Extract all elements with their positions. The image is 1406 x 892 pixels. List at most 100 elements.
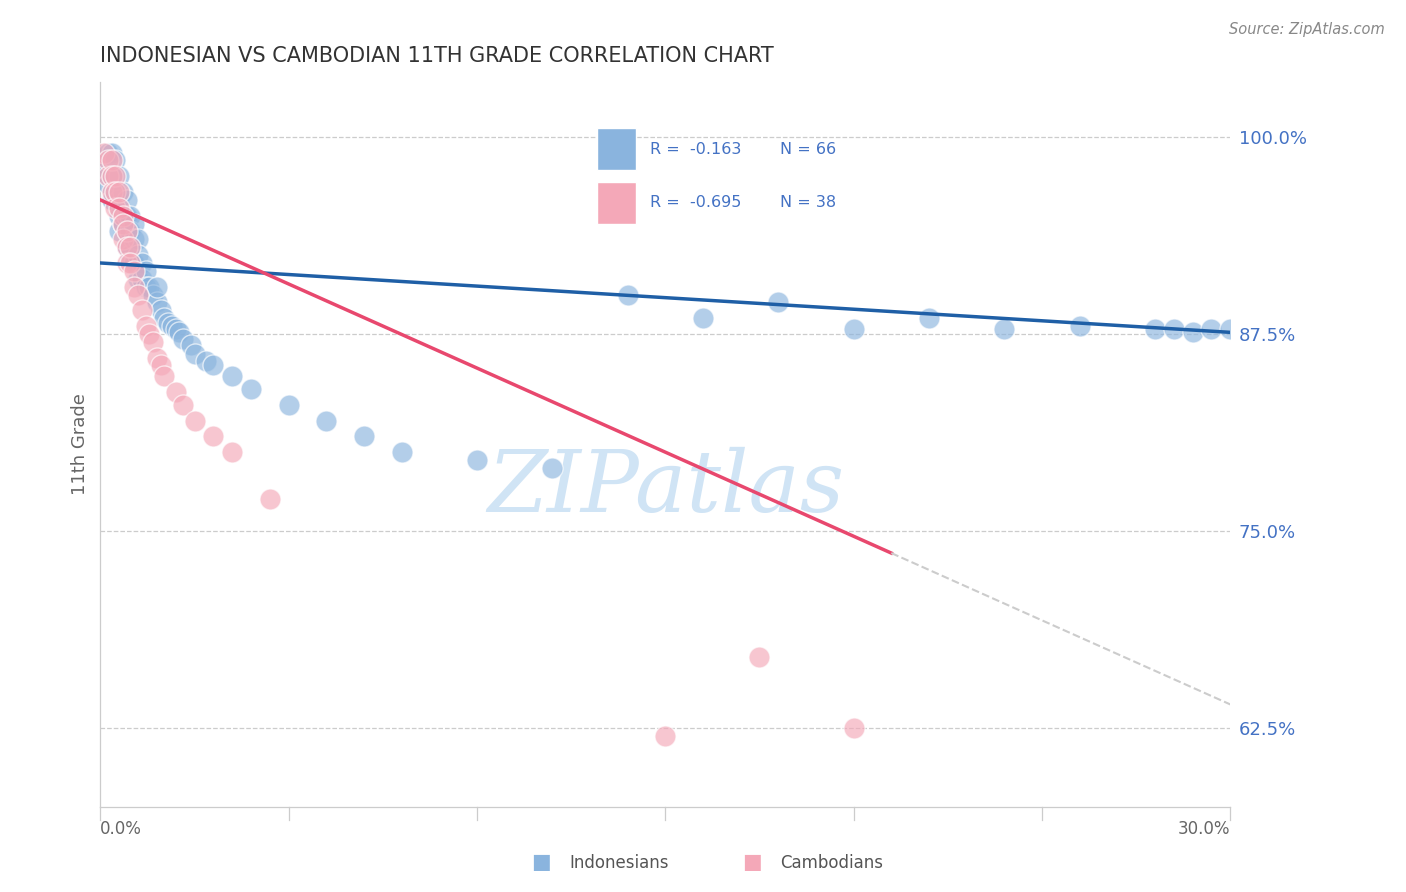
- Point: [768, 295, 790, 310]
- Point: [149, 359, 172, 373]
- Point: [1163, 322, 1185, 336]
- Point: [108, 224, 131, 238]
- Point: [131, 256, 153, 270]
- Point: [149, 303, 172, 318]
- Point: [104, 185, 127, 199]
- Point: [221, 445, 243, 459]
- Point: [111, 217, 134, 231]
- Point: [100, 193, 122, 207]
- Point: [918, 311, 941, 326]
- Point: [157, 316, 180, 330]
- Point: [153, 369, 176, 384]
- Point: [108, 185, 131, 199]
- Point: [135, 279, 157, 293]
- Point: [165, 385, 187, 400]
- Point: [120, 209, 142, 223]
- Point: [111, 232, 134, 246]
- Point: [122, 264, 145, 278]
- Point: [115, 224, 138, 238]
- Point: [146, 351, 169, 365]
- Point: [172, 332, 194, 346]
- Point: [127, 232, 149, 246]
- Point: [465, 453, 488, 467]
- Point: [353, 429, 375, 443]
- Point: [138, 279, 160, 293]
- Point: [1069, 319, 1091, 334]
- Point: [616, 287, 638, 301]
- Text: INDONESIAN VS CAMBODIAN 11TH GRADE CORRELATION CHART: INDONESIAN VS CAMBODIAN 11TH GRADE CORRE…: [100, 46, 775, 66]
- Point: [97, 153, 120, 168]
- Text: 0.0%: 0.0%: [100, 820, 142, 838]
- Point: [100, 153, 122, 168]
- Point: [842, 721, 865, 735]
- Point: [183, 347, 205, 361]
- Point: [172, 398, 194, 412]
- Point: [1201, 322, 1223, 336]
- Point: [153, 311, 176, 326]
- Point: [202, 359, 225, 373]
- Point: [180, 338, 202, 352]
- Y-axis label: 11th Grade: 11th Grade: [72, 393, 89, 495]
- Point: [142, 334, 165, 349]
- Point: [277, 398, 299, 412]
- Point: [194, 353, 217, 368]
- Point: [120, 224, 142, 238]
- Point: [391, 445, 413, 459]
- Point: [115, 193, 138, 207]
- Point: [654, 729, 676, 743]
- Point: [93, 145, 115, 160]
- Point: [541, 461, 564, 475]
- Point: [1143, 322, 1166, 336]
- Point: [169, 326, 191, 340]
- Point: [221, 369, 243, 384]
- Point: [100, 169, 122, 184]
- Point: [120, 248, 142, 262]
- Point: [122, 256, 145, 270]
- Point: [104, 153, 127, 168]
- Point: [97, 145, 120, 160]
- Point: [131, 271, 153, 285]
- Point: [146, 279, 169, 293]
- Point: [135, 319, 157, 334]
- Point: [131, 303, 153, 318]
- Point: [100, 145, 122, 160]
- Point: [315, 414, 337, 428]
- Point: [104, 169, 127, 184]
- Point: [202, 429, 225, 443]
- Point: [127, 287, 149, 301]
- Point: [115, 224, 138, 238]
- Point: [1219, 322, 1241, 336]
- Text: Indonesians: Indonesians: [569, 855, 669, 872]
- Point: [111, 217, 134, 231]
- Point: [142, 287, 165, 301]
- Point: [135, 264, 157, 278]
- Point: [122, 232, 145, 246]
- Point: [127, 271, 149, 285]
- Point: [115, 240, 138, 254]
- Point: [259, 492, 281, 507]
- Text: Source: ZipAtlas.com: Source: ZipAtlas.com: [1229, 22, 1385, 37]
- Point: [93, 161, 115, 176]
- Point: [115, 209, 138, 223]
- Point: [183, 414, 205, 428]
- Point: [1181, 326, 1204, 340]
- Point: [993, 322, 1015, 336]
- Point: [115, 240, 138, 254]
- Point: [115, 256, 138, 270]
- Point: [165, 322, 187, 336]
- Point: [97, 169, 120, 184]
- Point: [104, 201, 127, 215]
- Point: [104, 185, 127, 199]
- Point: [122, 217, 145, 231]
- Point: [108, 169, 131, 184]
- Text: ■: ■: [531, 853, 551, 872]
- Point: [108, 201, 131, 215]
- Point: [108, 209, 131, 223]
- Point: [100, 185, 122, 199]
- Point: [111, 185, 134, 199]
- Point: [111, 209, 134, 223]
- Point: [120, 240, 142, 254]
- Point: [120, 256, 142, 270]
- Point: [138, 326, 160, 341]
- Point: [160, 319, 183, 334]
